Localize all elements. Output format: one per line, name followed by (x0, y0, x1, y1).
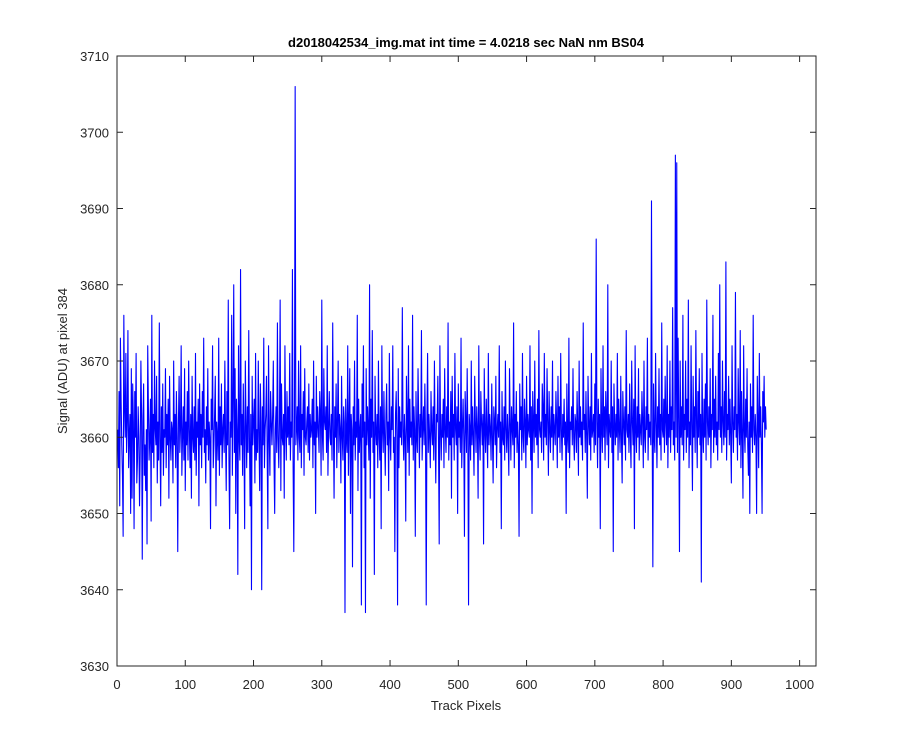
x-tick-label: 600 (516, 677, 538, 692)
plot-area (117, 56, 816, 666)
y-tick-label: 3630 (80, 659, 109, 674)
x-tick-label: 200 (243, 677, 265, 692)
y-tick-label: 3650 (80, 507, 109, 522)
y-tick-label: 3690 (80, 202, 109, 217)
y-tick-label: 3640 (80, 583, 109, 598)
x-tick-label: 400 (379, 677, 401, 692)
x-tick-label: 0 (113, 677, 120, 692)
y-axis-label: Signal (ADU) at pixel 384 (55, 288, 70, 434)
chart-title: d2018042534_img.mat int time = 4.0218 se… (288, 35, 645, 50)
x-tick-label: 500 (447, 677, 469, 692)
y-tick-label: 3700 (80, 125, 109, 140)
x-tick-label: 700 (584, 677, 606, 692)
y-tick-label: 3670 (80, 354, 109, 369)
x-tick-label: 1000 (785, 677, 814, 692)
y-tick-label: 3660 (80, 430, 109, 445)
series-layer (117, 85, 767, 614)
x-tick-label: 300 (311, 677, 333, 692)
signal-series-line (117, 85, 767, 614)
x-tick-label: 900 (721, 677, 743, 692)
x-tick-label: 800 (652, 677, 674, 692)
x-tick-label: 100 (174, 677, 196, 692)
y-tick-label: 3680 (80, 278, 109, 293)
y-tick-label: 3710 (80, 49, 109, 64)
ticks-layer: 0 100 200 300 400 500 600 700 800 900 1000 3630 3640… (80, 49, 816, 692)
x-axis-label: Track Pixels (431, 698, 502, 713)
